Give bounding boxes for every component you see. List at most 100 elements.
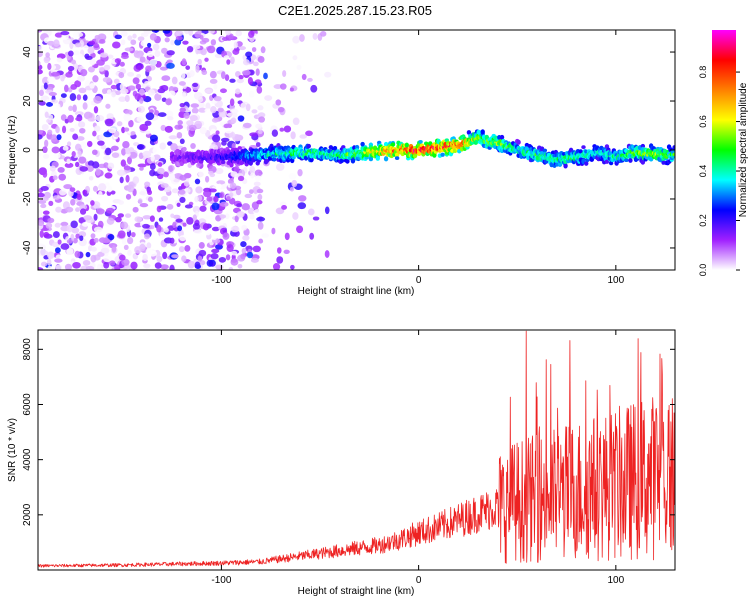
spectrogram-cell	[134, 246, 142, 254]
spectrogram-cell	[251, 47, 257, 52]
y-tick-label: -20	[22, 191, 33, 206]
spectrogram-cell	[119, 88, 129, 94]
spectrogram-cell	[204, 215, 214, 220]
spectrogram-cell	[48, 200, 54, 207]
spectrogram-cell	[43, 231, 50, 238]
spectrogram-cell	[297, 202, 307, 210]
spectrogram-cell	[211, 202, 220, 211]
spectrogram-cell	[149, 33, 157, 41]
spectrogram-cell	[184, 30, 190, 35]
spectrogram-cell	[175, 30, 184, 37]
spectrogram-cell	[253, 208, 262, 216]
spectrogram-cell	[191, 107, 199, 114]
spectrogram-cell	[154, 93, 162, 101]
spectrogram-cell	[244, 193, 253, 199]
spectrogram-cell	[79, 127, 86, 134]
spectrogram-cell	[88, 40, 96, 45]
spectrogram-cell	[174, 124, 183, 130]
spectrogram-cell	[296, 225, 304, 234]
spectrogram-cell	[296, 64, 302, 70]
spectrogram-cell	[63, 184, 73, 190]
spectrogram-cell	[60, 93, 67, 98]
spectrogram-cell	[205, 175, 210, 183]
spectrogram-cell	[61, 125, 67, 134]
spectrogram-cell	[248, 90, 255, 98]
spectrogram-cell	[276, 256, 284, 264]
spectrogram-cell	[53, 152, 61, 159]
spectrogram-cell	[404, 142, 409, 148]
spectrogram-cell	[157, 162, 163, 167]
spectrogram-cell	[66, 224, 73, 233]
snr-frame	[37, 329, 676, 571]
spectrogram-cell	[103, 131, 113, 138]
spectrogram-cell	[256, 86, 263, 94]
spectrogram-cell	[139, 56, 146, 63]
x-tick-label: -100	[211, 275, 231, 286]
spectrogram-cell	[38, 51, 43, 58]
spectrogram-cell	[230, 108, 239, 114]
spectrogram-cell	[66, 239, 73, 244]
spectrogram-cell	[54, 222, 61, 228]
x-tick-label: 100	[607, 575, 624, 586]
spectrogram-cell	[51, 71, 60, 77]
spectrogram-cell	[230, 171, 238, 178]
spectrogram-cell	[115, 216, 122, 223]
spectrogram-cell	[235, 30, 243, 37]
spectrogram-cell	[224, 74, 230, 82]
spectrogram-cell	[93, 95, 102, 104]
spectrogram-cell	[121, 238, 127, 245]
spectrogram-cell	[197, 58, 202, 65]
spectrogram-cell	[69, 127, 75, 132]
spectrogram-cell	[80, 68, 88, 77]
spectrogram-cell	[205, 102, 211, 110]
y-tick-label: 6000	[22, 393, 33, 416]
spectrogram-cell	[97, 140, 105, 146]
spectrogram-cell	[249, 132, 258, 137]
spectrogram-cell	[136, 116, 145, 123]
spectrogram-cell	[69, 93, 77, 102]
spectrogram-cell	[199, 126, 207, 135]
spectrogram-cell	[235, 88, 241, 95]
spectrogram-cell	[49, 165, 56, 172]
spectrogram-cell	[198, 170, 205, 178]
spectrogram-cell	[92, 149, 98, 156]
spectrogram-cell	[271, 129, 279, 137]
spectrogram-cell	[120, 30, 128, 37]
spectrogram-cell	[123, 244, 129, 250]
spectrogram-cell	[238, 75, 244, 80]
spectrogram-cell	[105, 207, 115, 214]
spectrogram-cell	[55, 264, 63, 270]
spectrogram-cell	[168, 135, 178, 140]
spectrogram-panel: -100 0 100 -40 -20 0 20 40 Height of straight …	[7, 29, 676, 297]
spectrogram-cell	[93, 237, 99, 243]
spectrogram-cell	[77, 53, 83, 60]
spectrogram-cell	[135, 52, 142, 59]
spectrogram-cell	[92, 75, 99, 83]
spectrogram-cell	[275, 163, 285, 171]
spectrogram-cell	[43, 191, 51, 199]
x-tick-label: 0	[416, 275, 422, 286]
spectrogram-cell	[255, 123, 263, 129]
spectrogram-cell	[126, 156, 132, 165]
spectrogram-cell	[110, 190, 116, 195]
spectrogram-cell	[159, 234, 166, 240]
spectrogram-cell	[60, 75, 65, 82]
spectrogram-cell	[130, 131, 136, 136]
spectrogram-cell	[166, 203, 174, 210]
spectrogram-cell	[237, 146, 242, 150]
x-tick-label: 0	[416, 575, 422, 586]
spectrogram-cell	[67, 50, 74, 57]
spectrogram-cell	[283, 125, 292, 133]
spectrogram-cell	[147, 196, 153, 203]
spectrogram-cell	[190, 103, 200, 108]
spectrogram-cell	[99, 134, 104, 141]
spectrogram-cell	[292, 35, 300, 44]
spectrogram-cell	[206, 45, 216, 54]
spectrogram-cell	[74, 42, 82, 48]
spectrogram-cell	[209, 70, 217, 79]
spectrogram-cell	[144, 80, 150, 86]
spectrogram-cell	[198, 241, 205, 249]
spectrogram-cell	[208, 170, 214, 175]
spectrogram-cell	[178, 246, 185, 253]
spectrogram-cell	[249, 165, 256, 174]
